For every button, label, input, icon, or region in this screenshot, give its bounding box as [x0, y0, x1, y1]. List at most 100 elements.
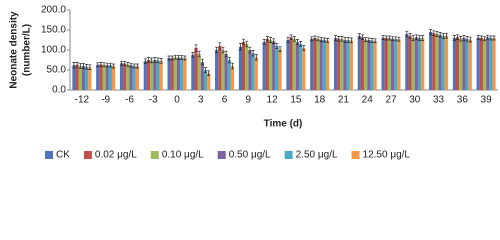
bar — [272, 41, 276, 90]
bar — [286, 40, 290, 90]
bar — [268, 40, 273, 90]
bar — [105, 65, 109, 90]
bar — [135, 66, 139, 90]
bar — [441, 36, 445, 90]
bar — [150, 60, 154, 90]
x-tick-label: 33 — [433, 95, 445, 106]
bar — [167, 58, 171, 90]
bar — [108, 65, 113, 90]
bar — [254, 57, 258, 90]
bar — [275, 46, 279, 90]
error-bar — [334, 35, 338, 41]
error-bar — [180, 55, 184, 60]
x-axis-title: Time (d) — [264, 119, 303, 130]
bar — [99, 64, 103, 90]
chart: Neonate density (number/L) Time (d) 0.0 5… — [9, 5, 498, 161]
error-bar — [123, 61, 127, 66]
error-bar — [143, 58, 147, 64]
bar — [218, 46, 222, 90]
bar — [367, 40, 371, 90]
bar — [489, 38, 493, 90]
error-bar — [112, 63, 116, 69]
bar — [183, 58, 187, 90]
error-bar — [479, 35, 483, 41]
error-bar — [346, 37, 350, 43]
error-bar — [292, 36, 296, 42]
error-bar — [156, 57, 160, 64]
error-bar — [360, 34, 364, 40]
error-bar — [105, 62, 109, 68]
bar — [132, 66, 136, 90]
error-bar — [418, 35, 422, 41]
bar — [72, 65, 76, 90]
x-tick-label: -12 — [75, 95, 90, 106]
bar — [414, 37, 418, 90]
error-bar — [173, 54, 177, 60]
bar — [170, 58, 174, 90]
error-bar — [295, 39, 299, 45]
error-bar — [322, 37, 326, 43]
bar — [191, 54, 195, 90]
error-bar — [159, 58, 163, 64]
bar — [373, 40, 377, 90]
bar — [295, 42, 300, 90]
error-bar — [204, 67, 208, 73]
bar — [289, 37, 293, 90]
error-bar — [96, 62, 100, 68]
error-bar — [429, 29, 433, 35]
error-bar — [108, 62, 112, 68]
bar — [421, 38, 425, 90]
error-bar — [357, 33, 361, 39]
bar — [459, 38, 463, 90]
error-bar — [191, 52, 195, 58]
bar — [197, 54, 201, 90]
x-tick-label: 15 — [290, 95, 302, 106]
bar — [85, 66, 89, 90]
bar — [302, 48, 306, 90]
bar — [316, 38, 320, 90]
error-bar — [248, 46, 252, 54]
bar — [248, 50, 252, 90]
bar — [429, 32, 433, 90]
bar — [123, 63, 127, 90]
bar — [319, 39, 323, 90]
y-axis-title: (number/L) — [22, 24, 33, 76]
error-bar — [310, 36, 314, 42]
bar — [207, 73, 211, 90]
bar — [78, 66, 82, 90]
x-tick-label: 21 — [338, 95, 350, 106]
error-bar — [269, 37, 273, 43]
x-tick-label: 27 — [385, 95, 397, 106]
x-tick-label: 9 — [246, 95, 252, 106]
error-bar — [242, 38, 246, 46]
error-bar — [227, 56, 231, 64]
error-bar — [483, 36, 487, 42]
x-tick-label: 18 — [314, 95, 326, 106]
error-bar — [444, 32, 448, 39]
bar — [391, 38, 395, 90]
error-bar — [170, 55, 174, 61]
error-bar — [167, 55, 171, 61]
bar — [224, 54, 228, 90]
error-bar — [316, 36, 320, 42]
bar — [340, 38, 344, 90]
legend-label: 0.10 μg/L — [162, 150, 204, 161]
error-bar — [391, 36, 395, 42]
x-tick-label: 24 — [362, 95, 374, 106]
error-bar — [99, 62, 103, 67]
error-bar — [340, 36, 344, 42]
bar — [112, 66, 116, 90]
x-tick-label: -3 — [149, 95, 158, 106]
bar — [177, 57, 181, 90]
error-bar — [421, 35, 425, 41]
bar — [221, 50, 225, 90]
bar — [326, 40, 330, 90]
error-bar — [411, 35, 415, 41]
bar — [408, 36, 412, 90]
bar — [180, 57, 184, 90]
bar — [432, 33, 436, 90]
error-bar — [349, 37, 353, 44]
x-tick-label: 39 — [481, 95, 493, 106]
error-bar — [373, 38, 377, 44]
legend-swatch — [45, 151, 53, 159]
